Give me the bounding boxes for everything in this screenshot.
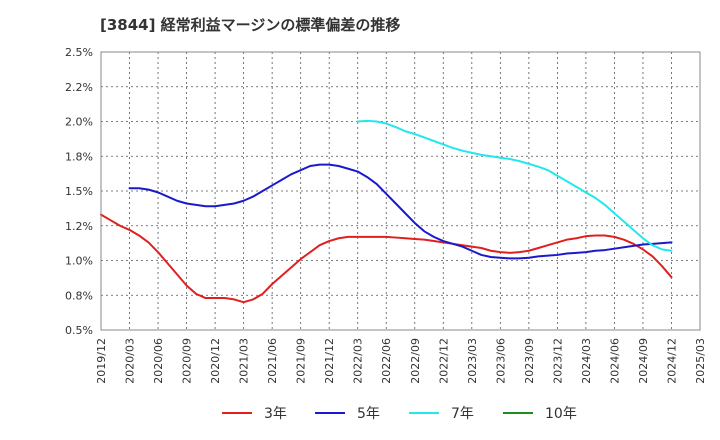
y-axis-ticks: 0.5% 0.8% 1.0% 1.2% 1.5% 1.8% 2.0% 2.2% 2.5% xyxy=(65,46,93,337)
x-tick-label: 2022/03 xyxy=(352,338,365,384)
x-tick-label: 2023/09 xyxy=(523,338,536,384)
legend: 3年 5年 7年 10年 xyxy=(222,406,577,422)
legend-label-0: 3年 xyxy=(264,406,287,422)
y-tick-label: 1.5% xyxy=(65,185,93,198)
y-tick-label: 0.5% xyxy=(65,324,93,337)
x-tick-label: 2020/03 xyxy=(124,338,137,384)
y-tick-label: 1.8% xyxy=(65,150,93,163)
x-tick-label: 2024/06 xyxy=(608,338,621,384)
y-tick-label: 2.5% xyxy=(65,46,93,59)
x-tick-label: 2023/06 xyxy=(494,338,507,384)
x-tick-label: 2020/06 xyxy=(152,338,165,384)
x-tick-label: 2021/09 xyxy=(295,338,308,384)
x-tick-label: 2022/12 xyxy=(437,338,450,384)
series-line-1 xyxy=(128,163,673,260)
y-tick-label: 0.8% xyxy=(65,289,93,302)
y-tick-label: 1.0% xyxy=(65,255,93,268)
x-tick-label: 2024/09 xyxy=(637,338,650,384)
series-layer xyxy=(100,119,673,304)
x-tick-label: 2021/03 xyxy=(238,338,251,384)
x-tick-label: 2025/03 xyxy=(694,338,707,384)
x-tick-label: 2019/12 xyxy=(95,338,108,384)
series-line-2 xyxy=(356,119,673,252)
x-tick-label: 2022/06 xyxy=(380,338,393,384)
x-tick-label: 2024/03 xyxy=(580,338,593,384)
plot-frame xyxy=(100,51,701,331)
x-axis-ticks: 2019/12 2020/03 2020/06 2020/09 2020/12 2021/… xyxy=(95,338,707,384)
chart-title: [3844] 経常利益マージンの標準偏差の推移 xyxy=(100,16,401,34)
x-tick-label: 2021/12 xyxy=(323,338,336,384)
x-tick-label: 2020/09 xyxy=(181,338,194,384)
legend-label-1: 5年 xyxy=(357,406,380,422)
x-tick-label: 2022/09 xyxy=(409,338,422,384)
x-tick-label: 2024/12 xyxy=(665,338,678,384)
legend-label-3: 10年 xyxy=(545,406,577,422)
series-line-0 xyxy=(100,213,673,304)
x-tick-label: 2023/12 xyxy=(551,338,564,384)
y-tick-label: 2.0% xyxy=(65,116,93,129)
y-tick-label: 2.2% xyxy=(65,81,93,94)
x-tick-label: 2021/06 xyxy=(266,338,279,384)
x-tick-label: 2020/12 xyxy=(209,338,222,384)
x-tick-label: 2023/03 xyxy=(466,338,479,384)
legend-label-2: 7年 xyxy=(451,406,474,422)
y-tick-label: 1.2% xyxy=(65,220,93,233)
